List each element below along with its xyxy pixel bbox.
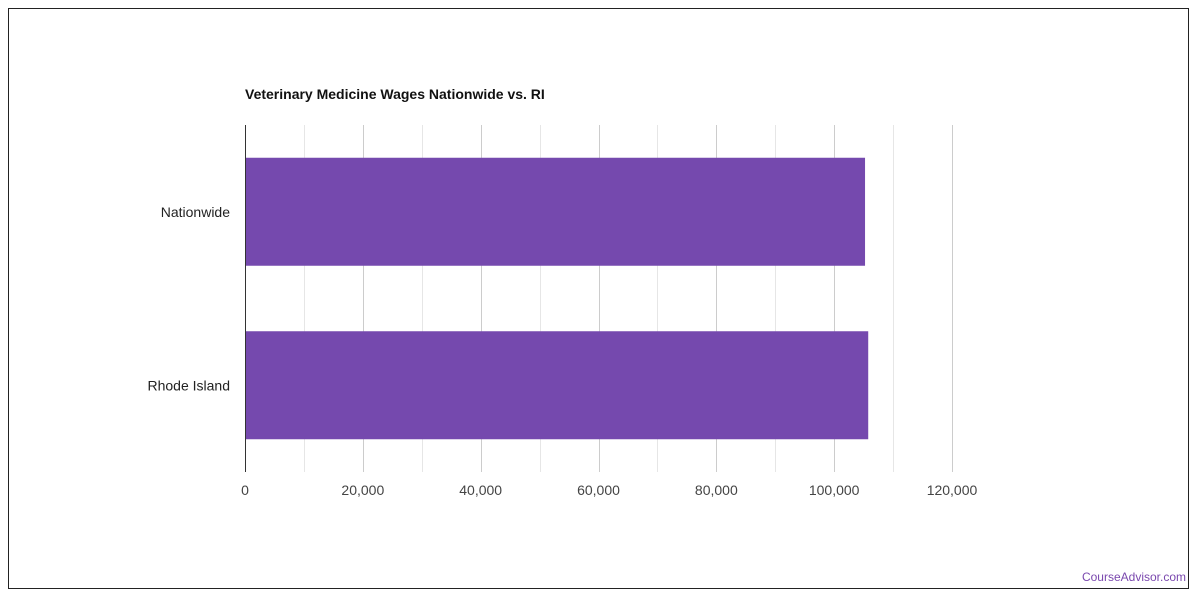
bars [245,157,869,440]
source-link[interactable]: CourseAdvisor.com [1081,570,1186,584]
x-tick-label: 20,000 [341,482,384,498]
x-tick-label: 80,000 [695,482,738,498]
bar-rhode-island [245,331,869,440]
chart-frame [8,8,1189,589]
category-labels: Nationwide Rhode Island [147,204,230,394]
x-tick-label: 60,000 [577,482,620,498]
bar-nationwide [245,157,866,266]
category-label: Nationwide [161,204,230,220]
chart-title: Veterinary Medicine Wages Nationwide vs.… [245,86,545,102]
x-tick-label: 40,000 [459,482,502,498]
x-tick-label: 100,000 [809,482,860,498]
category-label: Rhode Island [147,377,230,393]
x-tick-labels: 0 20,000 40,000 60,000 80,000 100,000 120,000 [241,482,977,498]
x-tick-label: 120,000 [927,482,978,498]
x-tick-label: 0 [241,482,249,498]
